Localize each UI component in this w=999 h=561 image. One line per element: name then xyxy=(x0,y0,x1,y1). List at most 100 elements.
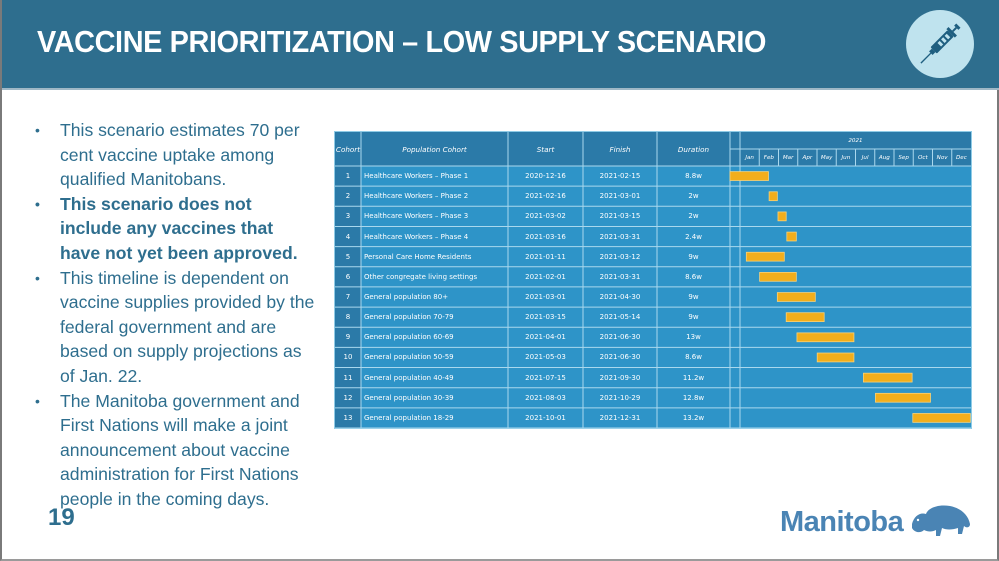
finish-date: 2021-10-29 xyxy=(599,393,641,402)
gantt-bar-cohort-1 xyxy=(729,171,769,181)
header-finish: Finish xyxy=(609,144,631,154)
bison-icon xyxy=(912,505,970,536)
header-start: Start xyxy=(536,144,555,154)
start-date: 2021-08-03 xyxy=(525,393,566,402)
month-label-jun: Jun xyxy=(841,154,851,161)
start-date: 2021-03-15 xyxy=(525,313,566,322)
cohort-number: 9 xyxy=(345,333,351,342)
population-cohort: General population 18-29 xyxy=(364,413,454,422)
population-cohort: General population 50-59 xyxy=(364,353,454,362)
month-label-mar: Mar xyxy=(782,154,794,161)
finish-date: 2021-05-14 xyxy=(599,313,641,322)
bullet-item: • This timeline is dependent on vaccine … xyxy=(35,267,315,386)
cohort-number: 6 xyxy=(345,272,351,281)
start-date: 2021-02-01 xyxy=(525,272,566,281)
duration: 11.2w xyxy=(682,373,705,382)
bullet-dot-icon: • xyxy=(35,195,40,212)
gantt-bar-cohort-6 xyxy=(759,272,797,282)
start-date: 2021-03-16 xyxy=(525,232,566,241)
year-label: 2021 xyxy=(848,137,863,144)
finish-date: 2021-09-30 xyxy=(599,373,641,382)
gantt-bar-cohort-12 xyxy=(875,392,931,403)
syringe-icon xyxy=(906,10,974,78)
bullet-item: • The Manitoba government and First Nati… xyxy=(35,390,300,509)
population-cohort: Healthcare Workers – Phase 1 xyxy=(364,172,469,181)
duration: 2.4w xyxy=(685,232,702,241)
cohort-number: 3 xyxy=(345,212,351,221)
population-cohort: Healthcare Workers – Phase 2 xyxy=(364,192,469,201)
finish-date: 2021-12-31 xyxy=(599,413,641,422)
duration: 13.2w xyxy=(682,413,705,422)
start-date: 2021-01-11 xyxy=(525,252,566,261)
logo-text: Manitoba xyxy=(780,506,904,538)
cohort-number: 2 xyxy=(345,192,351,201)
population-cohort: Other congregate living settings xyxy=(364,272,478,281)
population-cohort: General population 60-69 xyxy=(364,333,454,342)
finish-date: 2021-03-15 xyxy=(599,212,641,221)
gantt-bar-cohort-4 xyxy=(786,231,797,242)
month-label-aug: Aug xyxy=(878,154,890,161)
gantt-bar-cohort-2 xyxy=(768,191,778,202)
population-cohort: General population 80+ xyxy=(364,292,449,301)
finish-date: 2021-04-30 xyxy=(599,292,641,301)
finish-date: 2021-03-12 xyxy=(599,252,641,261)
cohort-number: 7 xyxy=(345,292,351,301)
slide-header: VACCINE PRIORITIZATION – LOW SUPPLY SCEN… xyxy=(2,0,999,90)
month-label-dec: Dec xyxy=(955,154,967,161)
duration: 12.8w xyxy=(682,393,705,402)
bullet-dot-icon: • xyxy=(35,392,40,409)
population-cohort: General population 40-49 xyxy=(364,373,454,382)
bullet-dot-icon: • xyxy=(35,269,40,286)
cohort-number: 11 xyxy=(343,373,353,382)
header-population-cohort: Population Cohort xyxy=(402,144,467,154)
month-label-sep: Sep xyxy=(898,154,909,161)
slide-title: VACCINE PRIORITIZATION – LOW SUPPLY SCEN… xyxy=(37,24,767,59)
gantt-grid xyxy=(335,132,971,429)
cohort-number: 10 xyxy=(343,353,353,362)
population-cohort: Healthcare Workers – Phase 4 xyxy=(364,232,469,241)
duration: 9w xyxy=(688,313,699,322)
population-cohort: Healthcare Workers – Phase 3 xyxy=(364,212,469,221)
finish-date: 2021-03-01 xyxy=(599,192,641,201)
population-cohort: General population 70-79 xyxy=(364,313,454,322)
header-duration: Duration xyxy=(677,144,710,154)
duration: 13w xyxy=(686,333,701,342)
cohort-number: 12 xyxy=(343,393,353,402)
finish-date: 2021-06-30 xyxy=(599,353,641,362)
gantt-bar-cohort-11 xyxy=(863,372,913,383)
cohort-number: 1 xyxy=(345,172,351,181)
month-label-nov: Nov xyxy=(936,154,948,161)
header-cohort: Cohort xyxy=(335,144,361,154)
page-number: 19 xyxy=(48,504,75,531)
finish-date: 2021-02-15 xyxy=(599,172,641,181)
gantt-bar-cohort-9 xyxy=(796,332,855,343)
duration: 8.6w xyxy=(685,272,702,281)
duration: 9w xyxy=(688,292,699,301)
start-date: 2021-02-16 xyxy=(525,192,566,201)
start-date: 2021-03-01 xyxy=(525,292,566,301)
duration: 9w xyxy=(688,252,699,261)
month-label-may: May xyxy=(820,154,833,161)
month-label-jul: Jul xyxy=(861,154,869,161)
bullet-dot-icon: • xyxy=(35,122,40,138)
finish-date: 2021-03-31 xyxy=(599,272,641,281)
cohort-number: 5 xyxy=(345,252,351,261)
gantt-bar-cohort-5 xyxy=(745,251,785,262)
cohort-number: 4 xyxy=(345,232,351,241)
cohort-number: 13 xyxy=(343,413,353,422)
bullet-list: • This scenario estimates 70 per cent va… xyxy=(32,118,317,512)
population-cohort: General population 30-39 xyxy=(364,393,454,402)
population-cohort: Personal Care Home Residents xyxy=(364,252,472,261)
gantt-bar-cohort-10 xyxy=(816,352,855,363)
finish-date: 2021-06-30 xyxy=(599,333,641,342)
gantt-bar-cohort-7 xyxy=(776,292,816,302)
month-label-oct: Oct xyxy=(918,154,928,161)
start-date: 2021-07-15 xyxy=(525,373,566,382)
cohort-number: 8 xyxy=(345,313,351,322)
gantt-chart: Cohort Population Cohort Start Finish Durati… xyxy=(334,131,972,429)
duration: 8.8w xyxy=(685,172,702,181)
gantt-bar-cohort-13 xyxy=(912,413,971,423)
month-label-feb: Feb xyxy=(763,154,774,161)
start-date: 2021-05-03 xyxy=(525,353,566,362)
